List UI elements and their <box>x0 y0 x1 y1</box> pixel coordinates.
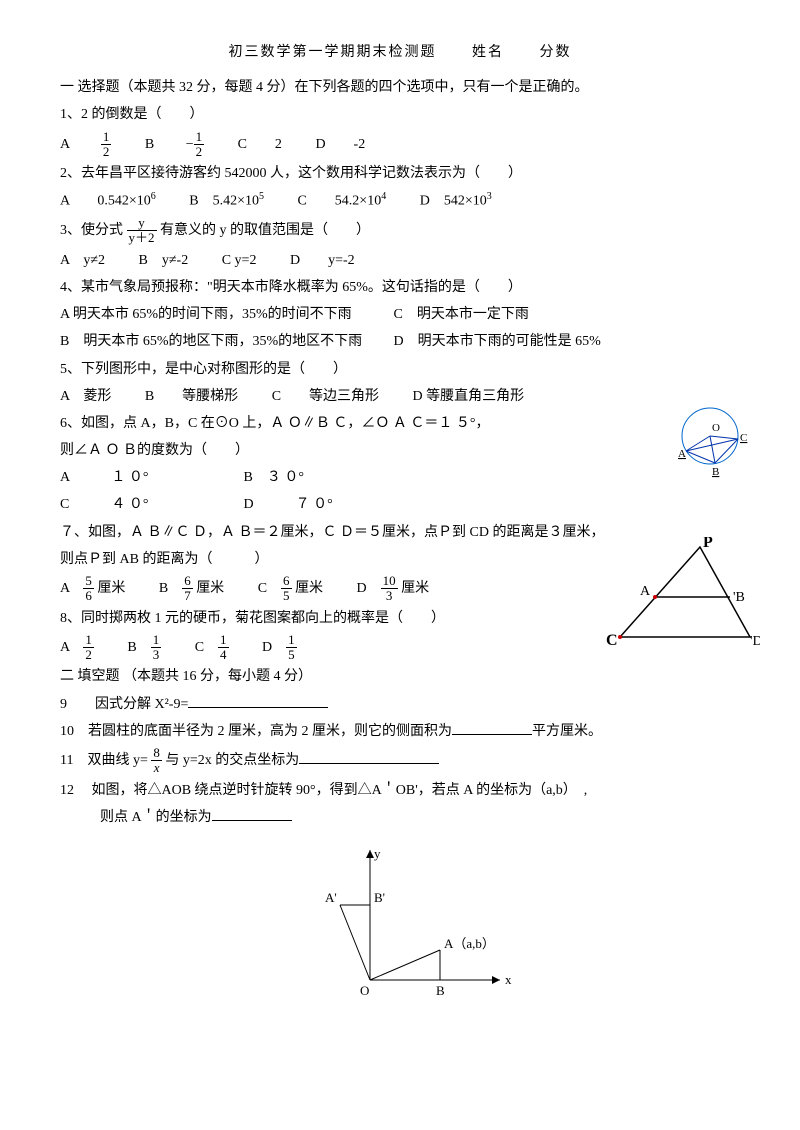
blank[interactable] <box>452 720 532 735</box>
q1-D: D -2 <box>315 132 365 157</box>
axis-y: y <box>374 846 381 861</box>
q4-A: A 明天本市 65%的时间下雨，35%的时间不下雨 <box>60 302 390 327</box>
q11-stem-b: 与 y=2x 的交点坐标为 <box>165 753 299 768</box>
name-label: 姓名 <box>472 45 504 60</box>
q7-A: A 56 厘米 <box>60 574 125 604</box>
q2-D: D 542×103 <box>420 188 492 214</box>
q10: 10 若圆柱的底面半径为 2 厘米，高为 2 厘米，则它的侧面积为 平方厘米。 <box>60 719 740 744</box>
q6-stem1: 6、如图，点 A，B，C 在⊙O 上，Ａ Ｏ∥Ｂ Ｃ，∠Ｏ Ａ Ｃ＝１ ５°， <box>60 411 740 436</box>
q3-stem-b: 有意义的 y 的取值范围是（ ） <box>160 223 370 238</box>
q3-A: A y≠2 <box>60 248 105 273</box>
label-A: A（a,b） <box>444 936 495 951</box>
triangle-diagram: P A 'B C 'D <box>600 537 760 657</box>
q2-A: A 0.542×106 <box>60 188 156 214</box>
q7-block: 则点Ｐ到 AB 的距离为（ ） A 56 厘米 B 67 厘米 C 65 厘米 … <box>60 547 740 663</box>
coordinate-diagram: y x O B A（a,b） A' B' <box>270 840 530 1010</box>
label-Ap: A' <box>325 890 337 905</box>
q5-B: B 等腰梯形 <box>145 384 238 409</box>
q3-stem-a: 3、使分式 <box>60 223 127 238</box>
q6-row1: A １ ０° B ３ ０° <box>60 465 740 490</box>
q4-C: C 明天本市一定下雨 <box>394 307 529 322</box>
q12-stem2-line: 则点 A＇的坐标为 <box>60 805 740 830</box>
minus: − <box>186 137 194 152</box>
page-title: 初三数学第一学期期末检测题 姓名 分数 <box>60 40 740 65</box>
q1-B-label: B <box>145 137 154 152</box>
axis-x: x <box>505 972 512 987</box>
label-B: B <box>712 466 719 478</box>
section1-heading: 一 选择题（本题共 32 分，每题 4 分）在下列各题的四个选项中，只有一个是正… <box>60 75 740 100</box>
label-O: O <box>712 422 720 434</box>
q1-A-label: A <box>60 137 69 152</box>
q10-stem-a: 10 若圆柱的底面半径为 2 厘米，高为 2 厘米，则它的侧面积为 <box>60 724 452 739</box>
q1-stem: 1、2 的倒数是（ ） <box>60 102 740 127</box>
q2-stem: 2、去年昌平区接待游客约 542000 人，这个数用科学记数法表示为（ ） <box>60 161 740 186</box>
q2-options: A 0.542×106 B 5.42×105 C 54.2×104 D 542×… <box>60 188 740 214</box>
q9: 9 因式分解 X²-9= <box>60 692 740 717</box>
q8-B: B 13 <box>127 633 161 663</box>
q4-D: D 明天本市下雨的可能性是 65% <box>394 334 601 349</box>
q5-D: D 等腰直角三角形 <box>413 384 525 409</box>
q6-C: C ４ ０° <box>60 492 210 517</box>
q5-A: A 菱形 <box>60 384 111 409</box>
blank[interactable] <box>212 806 292 821</box>
q3-stem: 3、使分式 yy＋2 有意义的 y 的取值范围是（ ） <box>60 216 740 246</box>
q8-A: A 12 <box>60 633 94 663</box>
label-P: P <box>703 537 713 551</box>
q7-C: C 65 厘米 <box>258 574 323 604</box>
label-B: 'B <box>733 590 745 605</box>
fraction: 12 <box>194 130 205 160</box>
q1-A: A 12 <box>60 130 111 160</box>
q1-options: A 12 B −12 C 2 D -2 <box>60 130 740 160</box>
q6-D: D ７ ０° <box>244 492 333 517</box>
q11: 11 双曲线 y= 8x 与 y=2x 的交点坐标为 <box>60 746 740 776</box>
label-Bp: B' <box>374 890 385 905</box>
q1-B: B −12 <box>145 130 204 160</box>
q1-C: C 2 <box>238 132 282 157</box>
q4-stem: 4、某市气象局预报称："明天本市降水概率为 65%。这句话指的是（ ） <box>60 275 740 300</box>
label-B: B <box>436 983 445 998</box>
q2-B: B 5.42×105 <box>189 188 264 214</box>
q2-C: C 54.2×104 <box>297 188 386 214</box>
q8-D: D 15 <box>262 633 297 663</box>
q6-block: 6、如图，点 A，B，C 在⊙O 上，Ａ Ｏ∥Ｂ Ｃ，∠Ｏ Ａ Ｃ＝１ ５°， … <box>60 411 740 518</box>
q4-row1: A 明天本市 65%的时间下雨，35%的时间不下雨 C 明天本市一定下雨 <box>60 302 740 327</box>
label-C: C <box>740 432 747 444</box>
q11-stem-a: 11 双曲线 y= <box>60 753 148 768</box>
label-A: A <box>640 584 651 599</box>
q3-C: C y=2 <box>222 248 257 273</box>
q8-C: C 14 <box>195 633 229 663</box>
q10-stem-b: 平方厘米。 <box>532 724 602 739</box>
score-label: 分数 <box>540 45 572 60</box>
q4-row2: B 明天本市 65%的地区下雨，35%的地区不下雨 D 明天本市下雨的可能性是 … <box>60 329 740 354</box>
q5-stem: 5、下列图形中，是中心对称图形的是（ ） <box>60 357 740 382</box>
fraction: 12 <box>101 130 112 160</box>
title-text: 初三数学第一学期期末检测题 <box>229 45 437 60</box>
fraction: 8x <box>151 746 162 776</box>
q3-B: B y≠-2 <box>139 248 189 273</box>
q6-stem2: 则∠Ａ Ｏ Ｂ的度数为（ ） <box>60 438 740 463</box>
q6-row2: C ４ ０° D ７ ０° <box>60 492 740 517</box>
section2-heading: 二 填空题 （本题共 16 分，每小题 4 分） <box>60 664 740 689</box>
q6-A: A １ ０° <box>60 465 210 490</box>
blank[interactable] <box>188 693 328 708</box>
q5-options: A 菱形 B 等腰梯形 C 等边三角形 D 等腰直角三角形 <box>60 384 740 409</box>
fraction: yy＋2 <box>127 216 157 246</box>
label-A: A <box>678 448 686 460</box>
q12-stem2: 则点 A＇的坐标为 <box>100 810 212 825</box>
q12-figure: y x O B A（a,b） A' B' <box>60 840 740 1019</box>
q12-stem1: 12 如图，将△AOB 绕点逆时针旋转 90°，得到△A＇OB'，若点 A 的坐… <box>60 778 740 803</box>
label-C: C <box>606 632 618 649</box>
blank[interactable] <box>299 749 439 764</box>
q3-options: A y≠2 B y≠-2 C y=2 D y=-2 <box>60 248 740 273</box>
q3-D: D y=-2 <box>290 248 355 273</box>
q9-stem: 9 因式分解 X²-9= <box>60 697 188 712</box>
q4-B: B 明天本市 65%的地区下雨，35%的地区不下雨 <box>60 329 390 354</box>
label-D: 'D <box>750 634 760 649</box>
label-O: O <box>360 983 369 998</box>
circle-diagram: O C A B <box>670 401 760 481</box>
q7-D: D 103 厘米 <box>357 574 430 604</box>
q7-B: B 67 厘米 <box>159 574 224 604</box>
q5-C: C 等边三角形 <box>272 384 379 409</box>
q6-B: B ３ ０° <box>244 465 304 490</box>
